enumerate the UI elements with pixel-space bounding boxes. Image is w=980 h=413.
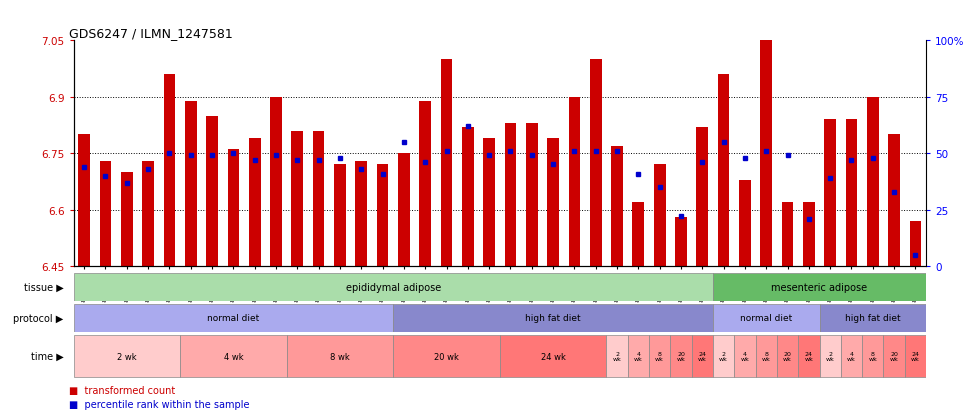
Bar — [905, 335, 926, 377]
Text: 2
wk: 2 wk — [612, 351, 621, 362]
Bar — [483, 139, 495, 266]
Bar — [547, 139, 559, 266]
Bar — [462, 128, 473, 266]
Bar — [670, 335, 692, 377]
Bar — [500, 335, 607, 377]
Bar — [180, 335, 286, 377]
Bar — [393, 304, 712, 332]
Bar — [74, 304, 393, 332]
Text: 4 wk: 4 wk — [223, 352, 243, 361]
Text: 8
wk: 8 wk — [761, 351, 770, 362]
Bar — [249, 139, 261, 266]
Bar — [867, 97, 879, 266]
Bar — [862, 335, 884, 377]
Text: 24
wk: 24 wk — [698, 351, 707, 362]
Bar — [74, 273, 712, 301]
Bar — [712, 273, 926, 301]
Text: time ▶: time ▶ — [30, 351, 64, 361]
Text: normal diet: normal diet — [207, 313, 260, 323]
Bar — [692, 335, 713, 377]
Bar — [607, 335, 628, 377]
Bar — [419, 101, 431, 266]
Text: protocol ▶: protocol ▶ — [13, 313, 64, 323]
Bar — [376, 165, 388, 266]
Bar — [185, 101, 197, 266]
Bar — [393, 335, 500, 377]
Bar — [712, 335, 734, 377]
Bar — [441, 60, 453, 266]
Text: high fat diet: high fat diet — [525, 313, 581, 323]
Bar — [697, 128, 709, 266]
Text: 20
wk: 20 wk — [783, 351, 792, 362]
Text: 4
wk: 4 wk — [847, 351, 856, 362]
Text: ■  percentile rank within the sample: ■ percentile rank within the sample — [69, 399, 249, 409]
Bar — [777, 335, 798, 377]
Bar — [649, 335, 670, 377]
Bar — [334, 165, 346, 266]
Bar — [756, 335, 777, 377]
Bar — [568, 97, 580, 266]
Text: mesenteric adipose: mesenteric adipose — [771, 282, 867, 292]
Bar — [884, 335, 905, 377]
Bar — [74, 335, 180, 377]
Text: GDS6247 / ILMN_1247581: GDS6247 / ILMN_1247581 — [70, 27, 233, 40]
Bar — [712, 304, 819, 332]
Bar — [888, 135, 900, 266]
Bar — [627, 335, 649, 377]
Bar — [819, 335, 841, 377]
Text: 20
wk: 20 wk — [890, 351, 899, 362]
Text: 20
wk: 20 wk — [676, 351, 685, 362]
Bar — [356, 161, 368, 266]
Bar — [227, 150, 239, 266]
Bar — [612, 146, 623, 266]
Bar — [819, 304, 926, 332]
Bar — [803, 203, 814, 266]
Text: 2
wk: 2 wk — [826, 351, 835, 362]
Bar — [505, 124, 516, 266]
Bar — [398, 154, 410, 266]
Bar — [824, 120, 836, 266]
Bar — [909, 221, 921, 266]
Text: 8
wk: 8 wk — [656, 351, 664, 362]
Text: 4
wk: 4 wk — [741, 351, 750, 362]
Text: 24
wk: 24 wk — [911, 351, 920, 362]
Bar — [78, 135, 90, 266]
Text: 8
wk: 8 wk — [868, 351, 877, 362]
Text: 2 wk: 2 wk — [117, 352, 136, 361]
Bar — [739, 180, 751, 266]
Bar — [313, 131, 324, 266]
Bar — [270, 97, 282, 266]
Text: 2
wk: 2 wk — [719, 351, 728, 362]
Text: normal diet: normal diet — [740, 313, 793, 323]
Bar — [760, 41, 772, 266]
Text: 24
wk: 24 wk — [805, 351, 813, 362]
Bar — [121, 173, 132, 266]
Bar — [291, 131, 303, 266]
Bar — [286, 335, 393, 377]
Text: 20 wk: 20 wk — [434, 352, 459, 361]
Bar — [100, 161, 112, 266]
Bar — [654, 165, 665, 266]
Bar — [717, 75, 729, 266]
Text: 24 wk: 24 wk — [541, 352, 565, 361]
Bar — [632, 203, 644, 266]
Bar — [206, 116, 218, 266]
Bar — [675, 218, 687, 266]
Text: epididymal adipose: epididymal adipose — [346, 282, 441, 292]
Text: ■  transformed count: ■ transformed count — [69, 385, 174, 395]
Bar — [846, 120, 858, 266]
Bar — [841, 335, 862, 377]
Text: 4
wk: 4 wk — [634, 351, 643, 362]
Bar — [782, 203, 794, 266]
Bar — [798, 335, 819, 377]
Bar — [164, 75, 175, 266]
Text: tissue ▶: tissue ▶ — [24, 282, 64, 292]
Text: 8 wk: 8 wk — [330, 352, 350, 361]
Bar — [590, 60, 602, 266]
Bar — [734, 335, 756, 377]
Bar — [142, 161, 154, 266]
Bar — [526, 124, 538, 266]
Text: high fat diet: high fat diet — [845, 313, 901, 323]
